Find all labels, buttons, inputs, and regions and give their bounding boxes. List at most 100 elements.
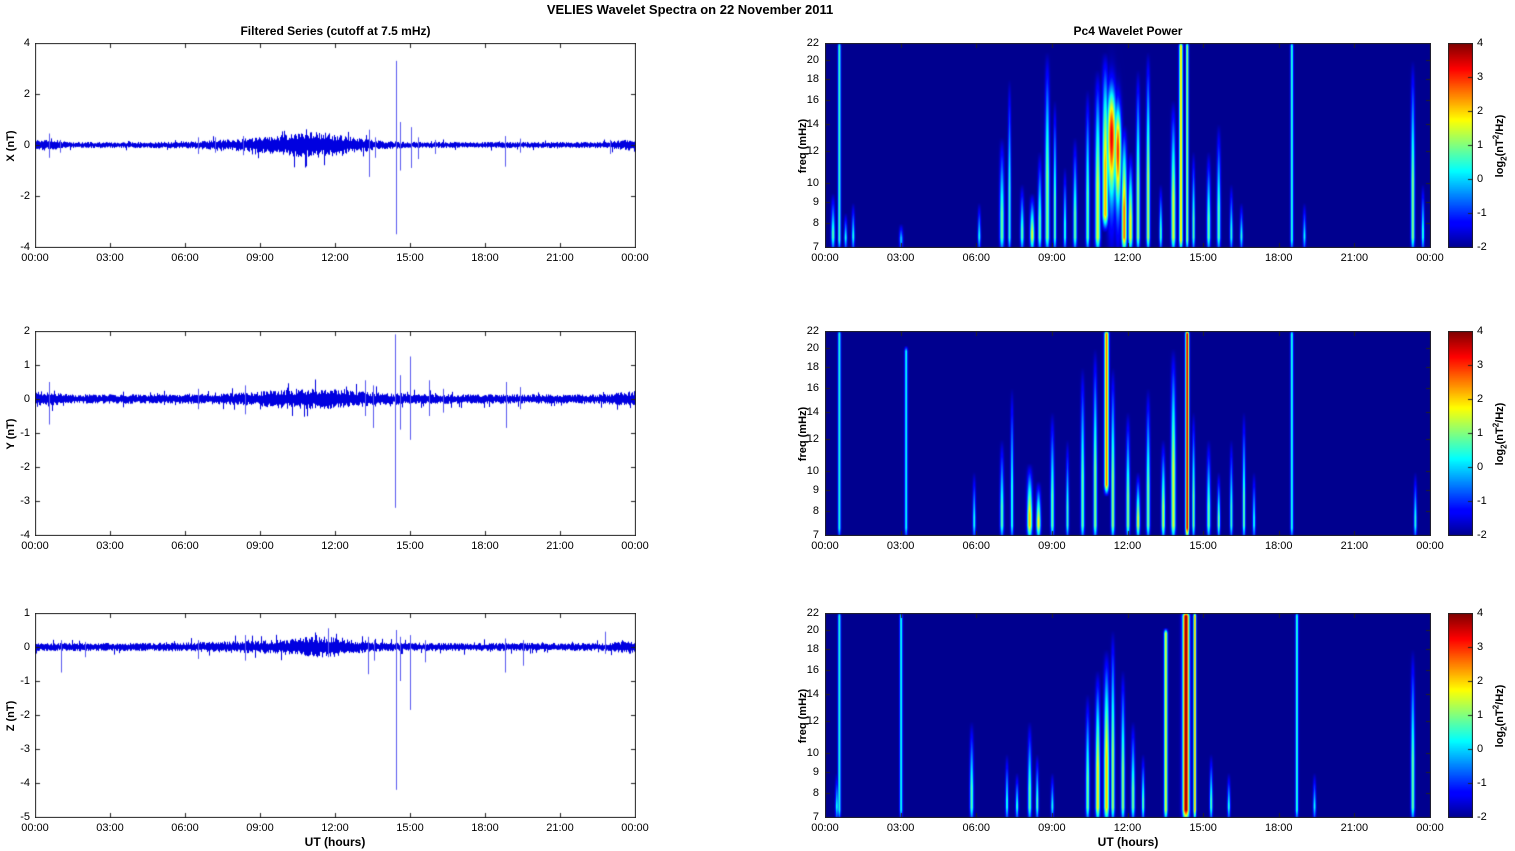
colorbar-tick-label: -2 <box>1477 529 1487 541</box>
freq-tick-label: 10 <box>806 465 819 478</box>
timeseries-y-plot <box>35 331 636 536</box>
freq-tick-label: 7 <box>812 811 819 823</box>
x-tick-label: 12:00 <box>1113 252 1142 264</box>
freq-tick-label: 20 <box>806 341 819 354</box>
x-tick-label: 00:00 <box>1416 822 1444 834</box>
x-tick-label: 09:00 <box>1038 540 1066 552</box>
x-tick-label: 12:00 <box>321 822 349 834</box>
x-tick-label: 21:00 <box>1340 540 1369 552</box>
y-tick-label: -4 <box>20 529 30 541</box>
freq-tick-label: 22 <box>806 37 819 49</box>
freq-tick-label: 10 <box>806 747 819 760</box>
x-tick-label: 00:00 <box>1416 252 1444 264</box>
colorbar-tick-label: 1 <box>1477 427 1484 439</box>
x-tick-label: 18:00 <box>471 822 499 834</box>
x-tick-label: 00:00 <box>621 822 649 834</box>
x-tick-label: 18:00 <box>1264 822 1293 834</box>
x-tick-label: 06:00 <box>962 822 991 834</box>
colorbar-tick-label: 2 <box>1477 393 1484 405</box>
x-tick-label: 18:00 <box>1264 252 1293 264</box>
freq-tick-label: 12 <box>806 432 819 445</box>
y-tick-label: 1 <box>23 607 30 619</box>
x-tick-label: 18:00 <box>471 252 499 264</box>
freq-tick-label: 16 <box>806 381 819 394</box>
colorbar-tick-label: -2 <box>1477 811 1487 823</box>
x-tick-label: 03:00 <box>886 540 915 552</box>
x-tick-label: 00:00 <box>811 822 839 834</box>
x-tick-label: 06:00 <box>171 540 199 552</box>
colorbar-tick-label: 3 <box>1477 71 1484 83</box>
x-tick-label: 15:00 <box>396 540 424 552</box>
freq-tick-label: 18 <box>806 360 819 373</box>
colorbar-tick-label: -1 <box>1477 495 1487 507</box>
freq-tick-label: 16 <box>806 663 819 676</box>
y-tick-label: 0 <box>23 641 30 653</box>
xlabel-left: UT (hours) <box>304 835 366 849</box>
colorbar-tick-label: 0 <box>1477 173 1484 185</box>
right-column-title: Pc4 Wavelet Power <box>1073 24 1183 38</box>
x-tick-label: 21:00 <box>546 822 574 834</box>
y-tick-label: -4 <box>20 241 30 253</box>
x-tick-label: 12:00 <box>321 540 349 552</box>
x-tick-label: 12:00 <box>1113 540 1142 552</box>
freq-tick-label: 20 <box>806 623 819 636</box>
y-tick-label: -2 <box>20 190 30 202</box>
figure-title: VELIES Wavelet Spectra on 22 November 20… <box>546 2 834 17</box>
x-tick-label: 09:00 <box>246 540 274 552</box>
y-tick-label: -3 <box>20 495 30 507</box>
x-tick-label: 15:00 <box>1189 540 1217 552</box>
y-tick-label: -2 <box>20 461 30 473</box>
x-tick-label: 09:00 <box>1038 252 1066 264</box>
x-tick-label: 00:00 <box>1416 540 1444 552</box>
x-tick-label: 03:00 <box>96 822 124 834</box>
timeseries-x-plot <box>35 43 636 248</box>
x-tick-label: 00:00 <box>21 252 49 264</box>
left-column-title: Filtered Series (cutoff at 7.5 mHz) <box>240 24 431 38</box>
x-tick-label: 12:00 <box>1113 822 1142 834</box>
colorbar-tick-label: 1 <box>1477 139 1484 151</box>
x-tick-label: 03:00 <box>886 822 915 834</box>
freq-tick-label: 8 <box>812 505 819 518</box>
x-tick-label: 06:00 <box>962 540 991 552</box>
colorbar-tick-label: -1 <box>1477 207 1487 219</box>
colorbar-tick-label: 3 <box>1477 359 1484 371</box>
y-tick-label: 2 <box>23 88 30 100</box>
x-tick-label: 18:00 <box>1264 540 1293 552</box>
freq-tick-label: 14 <box>806 117 819 130</box>
freq-tick-label: 22 <box>806 607 819 619</box>
timeseries-z-plot <box>35 613 636 818</box>
x-tick-label: 15:00 <box>396 822 424 834</box>
y-tick-label: 0 <box>23 393 30 405</box>
x-tick-label: 03:00 <box>96 252 124 264</box>
x-tick-label: 12:00 <box>321 252 349 264</box>
colorbar-tick-label: -2 <box>1477 241 1487 253</box>
freq-tick-label: 8 <box>812 217 819 230</box>
x-tick-label: 15:00 <box>1189 252 1217 264</box>
y-tick-label: -1 <box>20 427 30 439</box>
colorbar-tick-label: 3 <box>1477 641 1484 653</box>
y-tick-label: -1 <box>20 675 30 687</box>
x-tick-label: 09:00 <box>246 822 274 834</box>
x-tick-label: 00:00 <box>21 540 49 552</box>
freq-tick-label: 7 <box>812 529 819 541</box>
x-tick-label: 21:00 <box>1340 252 1369 264</box>
colorbar-tick-label: 2 <box>1477 105 1484 117</box>
x-tick-label: 06:00 <box>171 822 199 834</box>
freq-tick-label: 9 <box>812 196 819 209</box>
colorbar-tick-label: 4 <box>1477 37 1484 49</box>
colorbar-tick-label: 2 <box>1477 675 1484 687</box>
x-tick-label: 00:00 <box>811 252 839 264</box>
x-tick-label: 18:00 <box>471 540 499 552</box>
freq-tick-label: 10 <box>806 177 819 190</box>
colorbar-tick-label: 0 <box>1477 461 1484 473</box>
wavelet-power-x-plot <box>825 43 1431 248</box>
y-tick-label: 4 <box>23 37 30 49</box>
x-tick-label: 03:00 <box>96 540 124 552</box>
x-tick-label: 09:00 <box>246 252 274 264</box>
colorbar-x <box>1448 43 1473 248</box>
freq-tick-label: 22 <box>806 325 819 337</box>
x-tick-label: 00:00 <box>621 540 649 552</box>
x-tick-label: 00:00 <box>811 540 839 552</box>
x-tick-label: 15:00 <box>1189 822 1217 834</box>
